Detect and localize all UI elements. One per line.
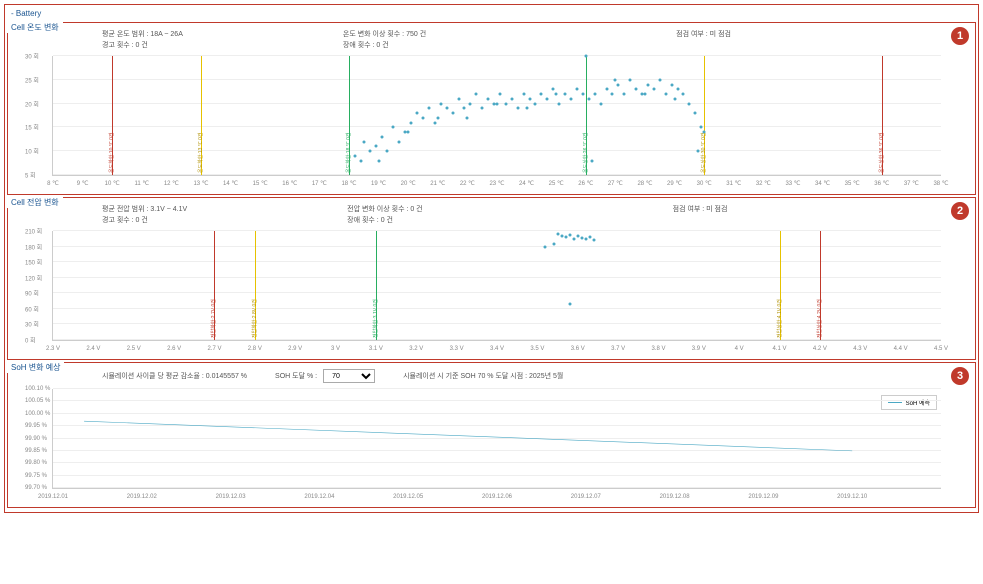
panel-temperature-title: Cell 온도 변화 <box>7 22 63 33</box>
panel-soh-title: SoH 변화 예상 <box>7 362 64 373</box>
p1-info-left-2: 경고 횟수 : 0 건 <box>102 40 183 50</box>
chart-soh: SoH 예측 99.70 %99.75 %99.80 %99.85 %99.90… <box>52 389 941 489</box>
badge-1: 1 <box>951 27 969 45</box>
chart-voltage: 0 회30 회60 회90 회120 회150 회180 회210 회2.3 V… <box>52 231 941 341</box>
chart-temperature: 5 회10 회15 회20 회25 회30 회8 ℃9 ℃10 ℃11 ℃12 … <box>52 56 941 176</box>
p2-info-mid-2: 장애 횟수 : 0 건 <box>347 215 422 225</box>
panel1-info-row: 평균 온도 범위 : 18A ~ 26A 경고 횟수 : 0 건 온도 변화 이… <box>12 27 971 52</box>
battery-container: - Battery Cell 온도 변화 1 평균 온도 범위 : 18A ~ … <box>4 4 979 513</box>
badge-2: 2 <box>951 202 969 220</box>
p1-info-mid-1: 온도 변화 이상 횟수 : 750 건 <box>343 29 426 39</box>
p1-info-left-1: 평균 온도 범위 : 18A ~ 26A <box>102 29 183 39</box>
panel-voltage: Cell 전압 변화 2 평균 전압 범위 : 3.1V ~ 4.1V 경고 횟… <box>7 197 976 360</box>
soh-control-row: 시뮬레이션 사이클 당 평균 감소율 : 0.0145557 % SOH 도달 … <box>12 367 971 385</box>
p1-info-right: 점검 여부 : 미 점검 <box>676 29 731 39</box>
p2-info-left-1: 평균 전압 범위 : 3.1V ~ 4.1V <box>102 204 187 214</box>
panel-soh: SoH 변화 예상 3 시뮬레이션 사이클 당 평균 감소율 : 0.01455… <box>7 362 976 508</box>
soh-ctrl-right: 시뮬레이션 시 기준 SOH 70 % 도달 시점 : 2025년 5월 <box>403 371 563 381</box>
panel-temperature: Cell 온도 변화 1 평균 온도 범위 : 18A ~ 26A 경고 횟수 … <box>7 22 976 195</box>
panel-voltage-title: Cell 전압 변화 <box>7 197 63 208</box>
p2-info-mid-1: 전압 변화 이상 횟수 : 0 건 <box>347 204 422 214</box>
badge-3: 3 <box>951 367 969 385</box>
panel2-info-row: 평균 전압 범위 : 3.1V ~ 4.1V 경고 횟수 : 0 건 전압 변화… <box>12 202 971 227</box>
soh-ctrl-mid-label: SOH 도달 % : <box>275 371 317 381</box>
p1-info-mid-2: 장애 횟수 : 0 건 <box>343 40 426 50</box>
soh-ctrl-left: 시뮬레이션 사이클 당 평균 감소율 : 0.0145557 % <box>102 371 247 381</box>
p2-info-right: 점검 여부 : 미 점검 <box>673 204 728 214</box>
p2-info-left-2: 경고 횟수 : 0 건 <box>102 215 187 225</box>
page-title: - Battery <box>7 7 976 20</box>
soh-percent-select[interactable]: 70 <box>323 369 375 383</box>
